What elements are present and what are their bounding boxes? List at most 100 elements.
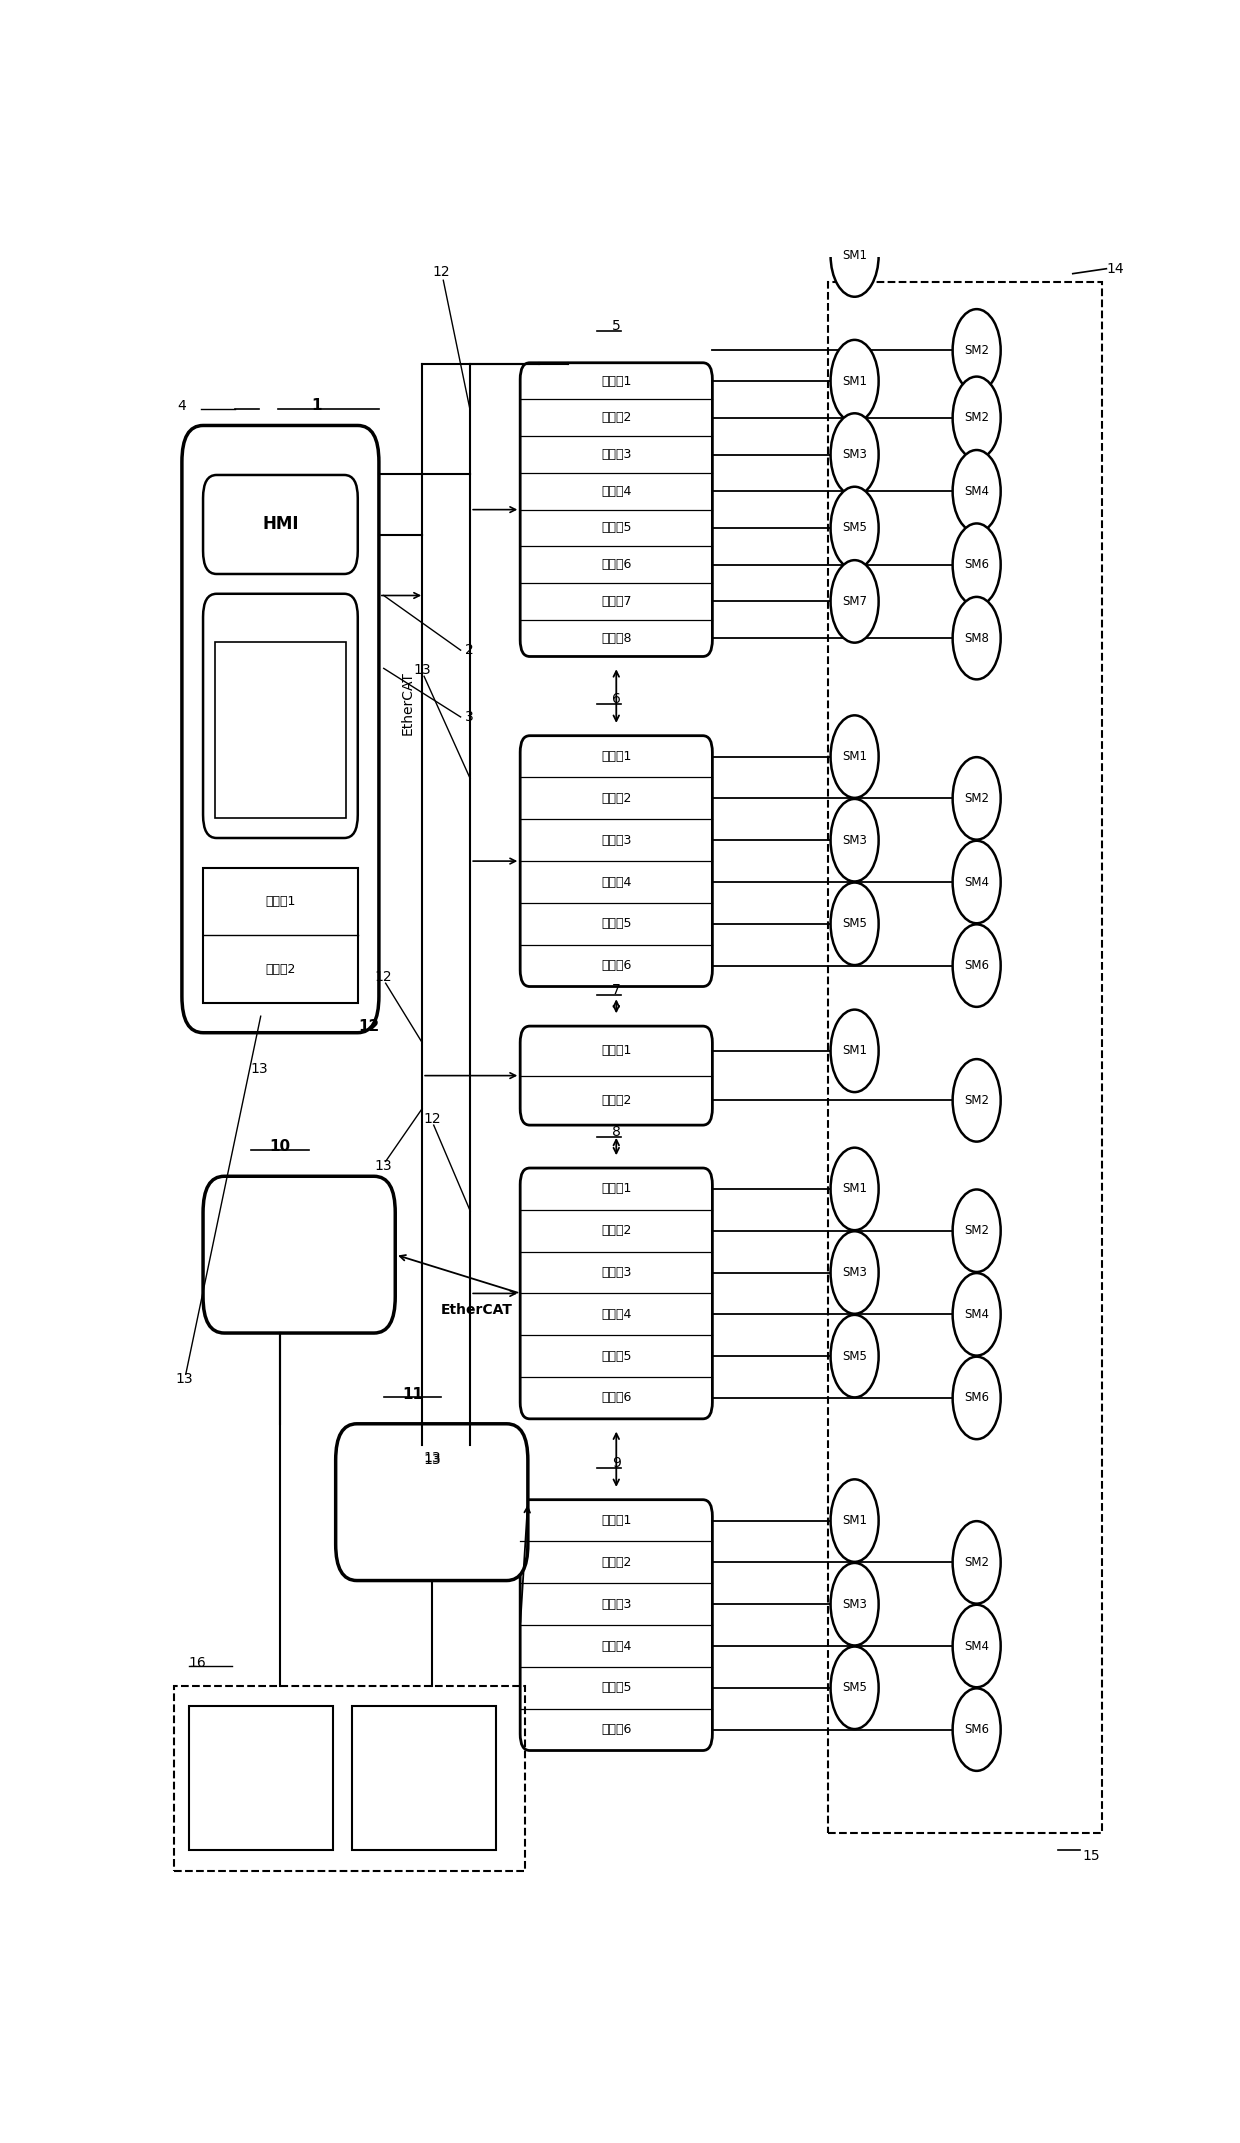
Circle shape <box>952 1522 1001 1603</box>
Text: SM3: SM3 <box>842 1267 867 1279</box>
Text: 7: 7 <box>611 984 621 996</box>
Text: 驱动器1: 驱动器1 <box>601 375 631 388</box>
Circle shape <box>831 883 879 964</box>
Circle shape <box>831 1009 879 1093</box>
Text: 12: 12 <box>374 969 393 984</box>
Text: 3: 3 <box>465 709 474 724</box>
FancyBboxPatch shape <box>521 735 713 986</box>
Circle shape <box>831 414 879 495</box>
Text: 驱动器6: 驱动器6 <box>601 1723 631 1736</box>
Text: 驱动器5: 驱动器5 <box>601 1350 631 1363</box>
Text: SM2: SM2 <box>965 343 990 358</box>
Circle shape <box>831 1232 879 1314</box>
Text: SM6: SM6 <box>965 960 990 973</box>
Text: 驱动器6: 驱动器6 <box>601 557 631 572</box>
Text: 15: 15 <box>1083 1849 1100 1862</box>
Circle shape <box>831 214 879 296</box>
Text: SM2: SM2 <box>965 793 990 806</box>
Text: SM6: SM6 <box>965 1391 990 1404</box>
Text: 13: 13 <box>423 1453 440 1468</box>
Circle shape <box>952 1059 1001 1142</box>
Bar <box>215 643 346 819</box>
Text: SM2: SM2 <box>965 411 990 424</box>
FancyBboxPatch shape <box>182 426 379 1033</box>
Text: SM8: SM8 <box>965 632 990 645</box>
Bar <box>174 1687 525 1871</box>
Text: 驱动器3: 驱动器3 <box>601 834 631 846</box>
Text: SM7: SM7 <box>842 596 867 609</box>
Text: SM1: SM1 <box>842 375 867 388</box>
Circle shape <box>952 924 1001 1007</box>
FancyBboxPatch shape <box>203 1177 396 1333</box>
Text: 13: 13 <box>374 1159 393 1174</box>
Text: 驱动器5: 驱动器5 <box>601 521 631 534</box>
Text: SM6: SM6 <box>965 557 990 572</box>
Circle shape <box>831 799 879 881</box>
Text: 驱动器5: 驱动器5 <box>601 917 631 930</box>
Circle shape <box>952 309 1001 392</box>
Circle shape <box>952 1357 1001 1440</box>
Text: 驱动器2: 驱动器2 <box>601 1556 631 1569</box>
Text: 13: 13 <box>413 662 432 677</box>
Text: 驱动器2: 驱动器2 <box>601 793 631 806</box>
Text: 驱动器1: 驱动器1 <box>601 1183 631 1196</box>
Circle shape <box>831 559 879 643</box>
Text: 驱动器4: 驱动器4 <box>601 1307 631 1320</box>
Text: 驱动器2: 驱动器2 <box>601 1224 631 1237</box>
Circle shape <box>831 1149 879 1230</box>
Text: EtherCAT: EtherCAT <box>441 1303 513 1318</box>
Text: 4: 4 <box>177 399 186 414</box>
Text: 驱动器2: 驱动器2 <box>601 411 631 424</box>
Text: SM2: SM2 <box>965 1224 990 1237</box>
Text: 驱动器2: 驱动器2 <box>265 962 295 975</box>
Text: 驱动器4: 驱动器4 <box>601 876 631 889</box>
Text: 驱动器7: 驱动器7 <box>601 596 631 609</box>
Text: SM6: SM6 <box>965 1723 990 1736</box>
Circle shape <box>831 1646 879 1729</box>
Bar <box>352 1706 496 1849</box>
Text: HMI: HMI <box>262 516 299 534</box>
FancyBboxPatch shape <box>203 476 358 574</box>
Circle shape <box>831 1316 879 1397</box>
Text: 14: 14 <box>1106 261 1123 276</box>
Text: SM3: SM3 <box>842 448 867 461</box>
Text: 6: 6 <box>611 692 621 707</box>
FancyBboxPatch shape <box>521 1026 713 1125</box>
Text: SM5: SM5 <box>842 917 867 930</box>
Text: 12: 12 <box>433 266 450 279</box>
Text: SM4: SM4 <box>965 1307 990 1320</box>
Text: 5: 5 <box>611 319 621 334</box>
Circle shape <box>952 1689 1001 1770</box>
Text: 10: 10 <box>269 1140 290 1155</box>
FancyBboxPatch shape <box>203 594 358 838</box>
Text: 8: 8 <box>611 1125 621 1138</box>
Circle shape <box>952 377 1001 459</box>
Text: SM5: SM5 <box>842 1682 867 1695</box>
Text: 13: 13 <box>250 1063 268 1076</box>
Bar <box>828 283 1101 1832</box>
Text: 11: 11 <box>402 1387 423 1402</box>
Text: 驱动器1: 驱动器1 <box>601 1044 631 1056</box>
Text: 驱动器1: 驱动器1 <box>601 750 631 763</box>
Text: SM1: SM1 <box>842 1515 867 1528</box>
Text: 1: 1 <box>311 399 321 414</box>
Circle shape <box>952 840 1001 924</box>
Text: SM4: SM4 <box>965 484 990 497</box>
Text: 驱动器3: 驱动器3 <box>601 1267 631 1279</box>
Text: 9: 9 <box>611 1457 621 1470</box>
Bar <box>188 1706 332 1849</box>
Text: SM3: SM3 <box>842 834 867 846</box>
Text: 12: 12 <box>423 1112 440 1125</box>
Circle shape <box>952 523 1001 606</box>
Circle shape <box>952 450 1001 531</box>
Circle shape <box>831 486 879 570</box>
Text: EtherCAT: EtherCAT <box>401 671 414 735</box>
Text: 驱动器4: 驱动器4 <box>601 1639 631 1652</box>
Text: 12: 12 <box>358 1018 379 1033</box>
Text: 驱动器6: 驱动器6 <box>601 1391 631 1404</box>
FancyBboxPatch shape <box>521 1168 713 1419</box>
Circle shape <box>952 598 1001 679</box>
Text: SM1: SM1 <box>842 1044 867 1056</box>
Circle shape <box>952 1605 1001 1687</box>
Text: SM1: SM1 <box>842 1183 867 1196</box>
